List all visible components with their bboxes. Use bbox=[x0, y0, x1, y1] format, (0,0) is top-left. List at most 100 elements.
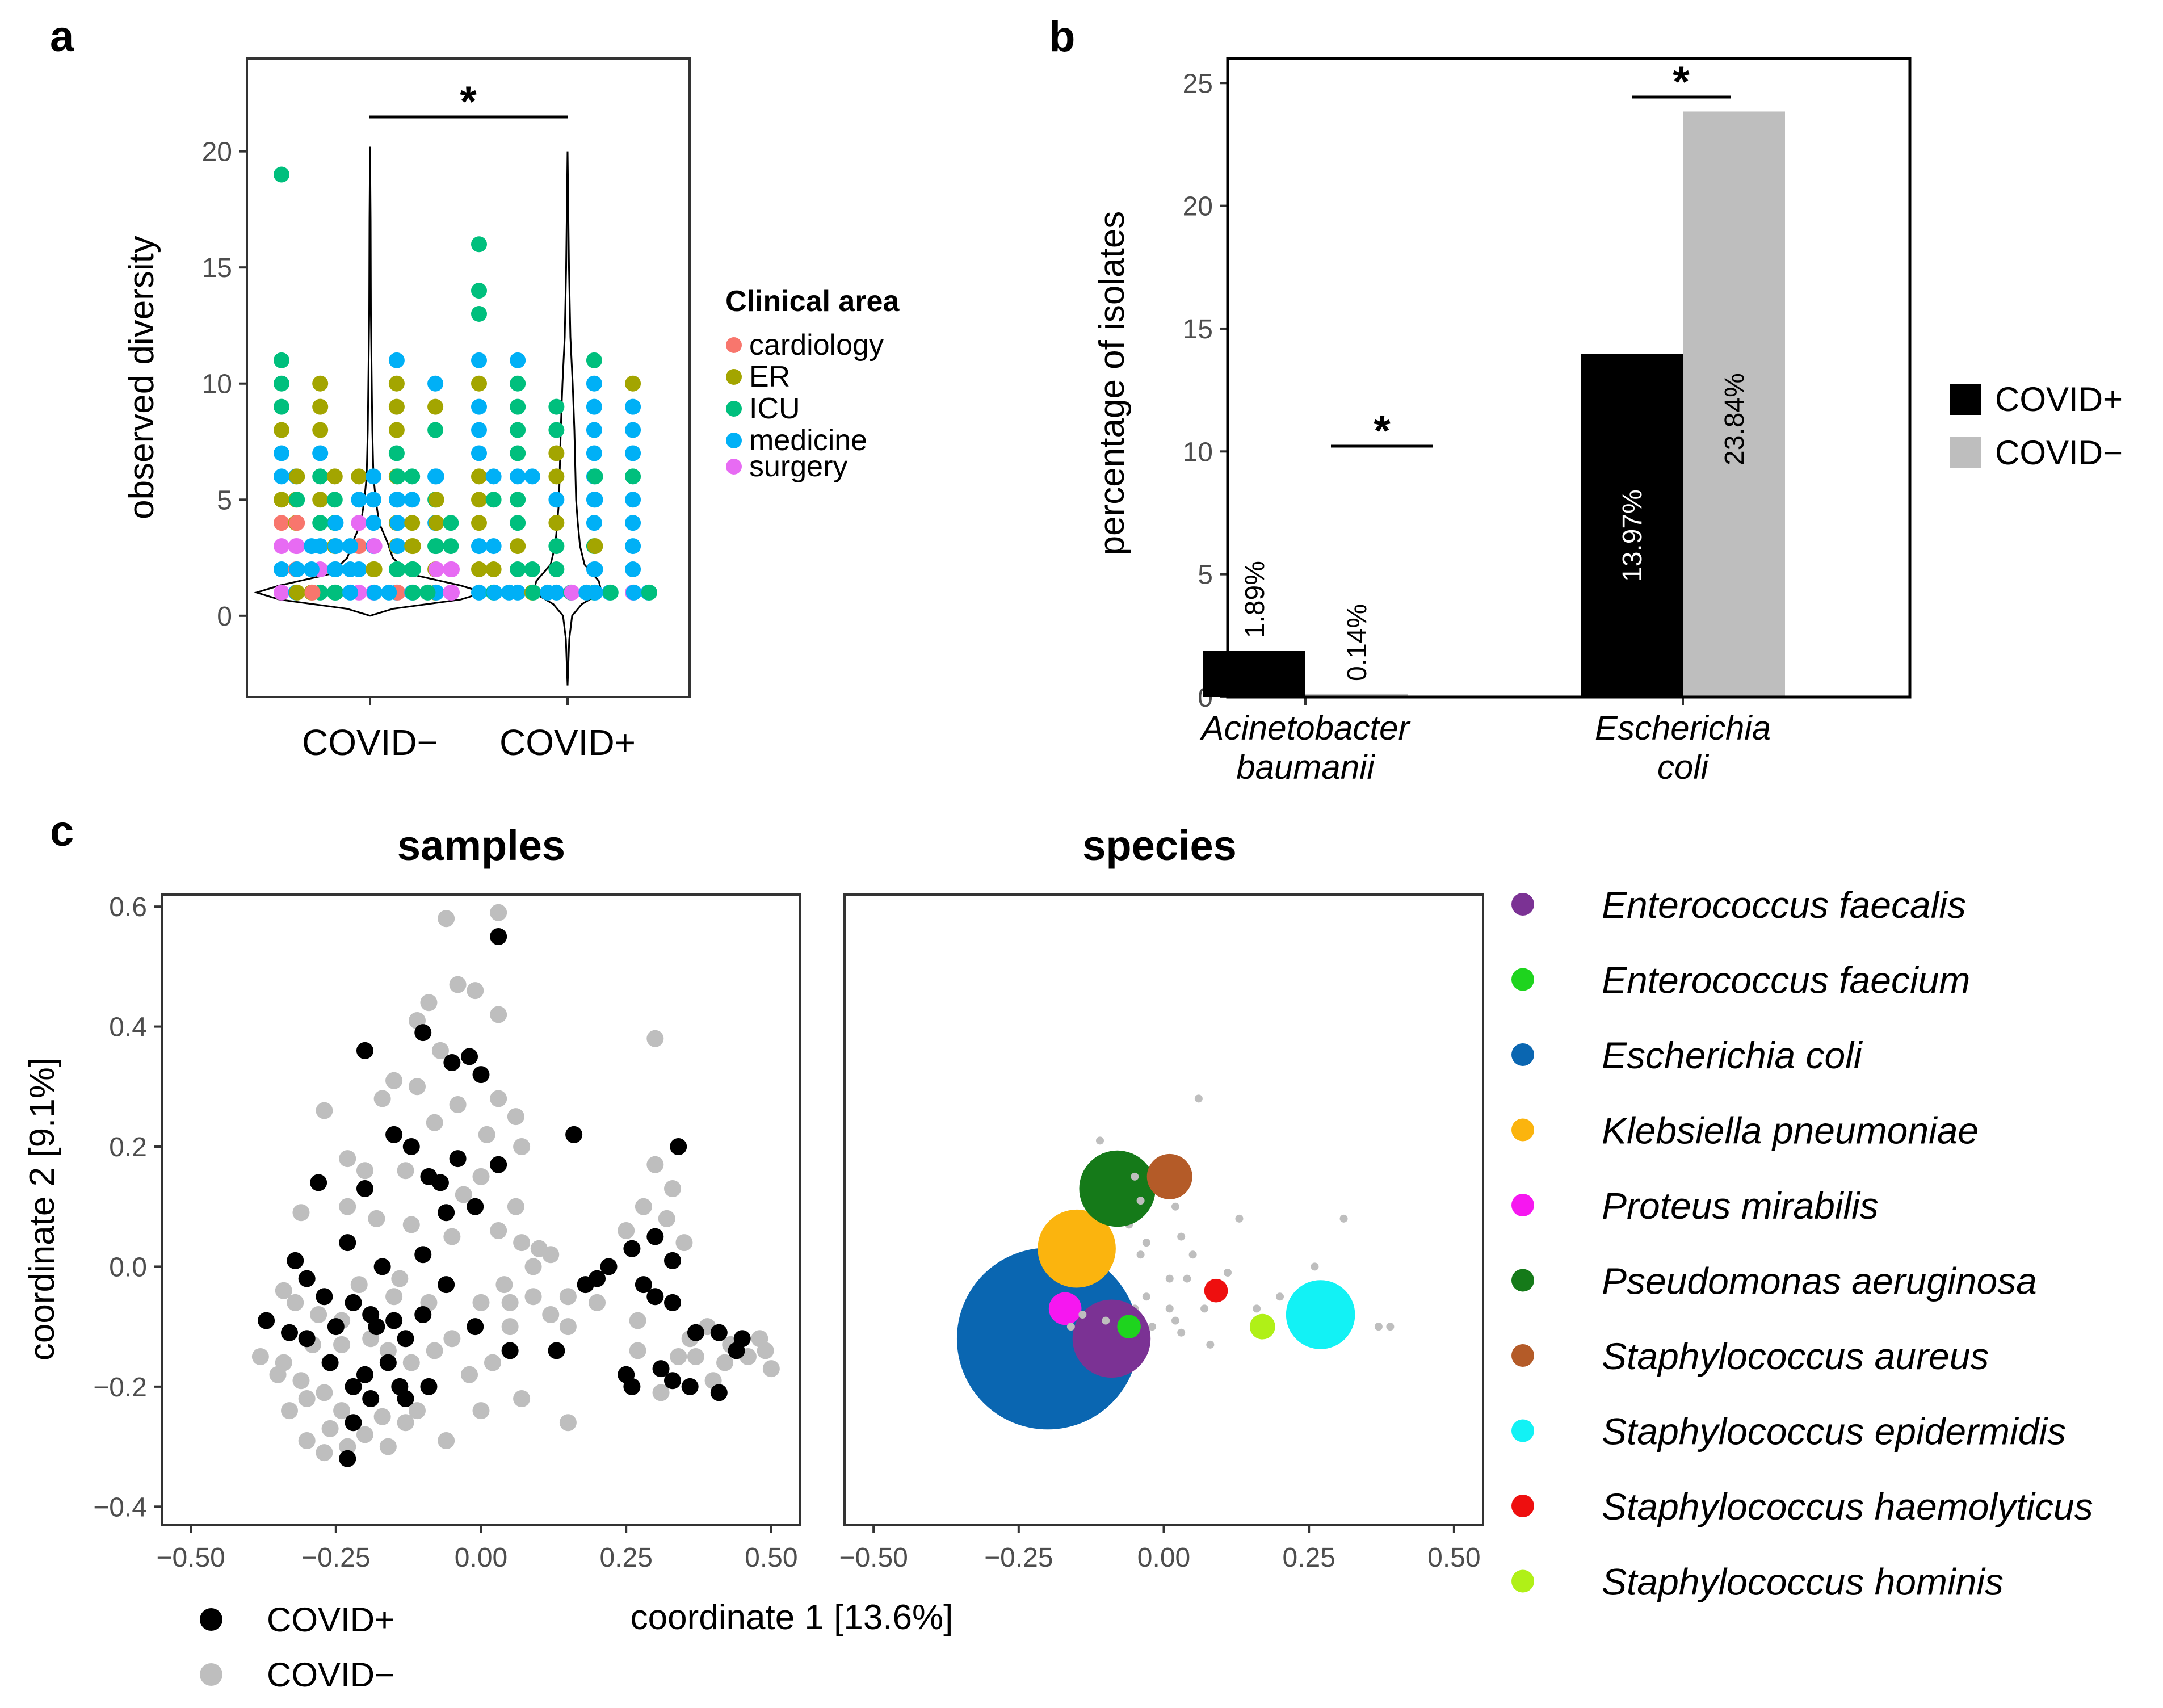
samples-point-covid-pos bbox=[402, 1138, 420, 1155]
species-minor-point bbox=[1374, 1323, 1383, 1331]
panel-a-point-medicine bbox=[485, 468, 502, 485]
panel-b-category-1-line1: Acinetobacter bbox=[1200, 709, 1411, 747]
samples-point-covid-neg bbox=[716, 1354, 734, 1371]
panel-a-point-icu bbox=[471, 306, 487, 322]
panel-a-point-icu bbox=[404, 468, 421, 485]
legend-swatch-samples-covid-pos bbox=[200, 1608, 222, 1631]
panel-c-species-title: species bbox=[1082, 822, 1237, 869]
samples-point-covid-neg bbox=[687, 1348, 704, 1365]
samples-point-covid-neg bbox=[559, 1414, 577, 1432]
panel-a-point-medicine bbox=[381, 584, 397, 601]
panel-a-point-medicine bbox=[312, 445, 329, 461]
samples-point-covid-pos bbox=[577, 1276, 594, 1294]
samples-y-tick-label: 0.0 bbox=[109, 1252, 147, 1282]
samples-point-covid-pos bbox=[339, 1450, 356, 1467]
species-minor-point bbox=[1235, 1214, 1244, 1223]
panel-b-bar-value-label: 1.89% bbox=[1240, 561, 1270, 638]
samples-y-tick-label: 0.6 bbox=[109, 892, 147, 922]
panel-a-point-icu bbox=[548, 398, 565, 415]
species-minor-point bbox=[1102, 1316, 1110, 1325]
samples-point-covid-pos bbox=[490, 1156, 507, 1173]
species-minor-point bbox=[1253, 1304, 1261, 1313]
panel-a-point-er bbox=[388, 398, 405, 415]
species-minor-point bbox=[1142, 1292, 1150, 1301]
species-legend-swatch bbox=[1511, 1495, 1534, 1517]
samples-point-covid-pos bbox=[652, 1360, 670, 1378]
samples-point-covid-neg bbox=[513, 1390, 531, 1407]
panel-a-point-er bbox=[326, 468, 343, 485]
panel-b-y-tick-label: 5 bbox=[1198, 560, 1213, 590]
species-minor-point bbox=[1165, 1274, 1174, 1283]
samples-point-covid-neg bbox=[385, 1072, 403, 1089]
panel-a-point-icu bbox=[510, 492, 526, 508]
panel-a-point-medicine bbox=[289, 561, 305, 577]
species-bubble-escherichia-coli bbox=[956, 1248, 1139, 1430]
panel-a-point-icu bbox=[405, 584, 421, 601]
panel-a-y-tick-label: 5 bbox=[217, 485, 232, 515]
panel-a-point-medicine bbox=[540, 584, 556, 601]
panel-a-point-icu bbox=[274, 375, 289, 392]
panel-a-point-icu bbox=[548, 538, 565, 555]
panel-a-point-icu bbox=[327, 584, 344, 601]
panel-c-species-bubble: −0.50 −0.25 0.00 0.25 0.50 Enterococcus faec… bbox=[839, 884, 2093, 1603]
samples-point-covid-neg bbox=[397, 1162, 414, 1180]
panel-a-point-er bbox=[471, 561, 487, 577]
samples-point-covid-pos bbox=[467, 1318, 484, 1336]
panel-a-point-er bbox=[625, 375, 641, 392]
panel-a-point-icu bbox=[485, 492, 502, 508]
samples-point-covid-neg bbox=[426, 1342, 443, 1359]
samples-point-covid-pos bbox=[420, 1378, 438, 1395]
samples-point-covid-pos bbox=[414, 1024, 432, 1042]
panel-b-bar-value-label: 23.84% bbox=[1720, 373, 1750, 465]
legend-label-covid-pos: COVID+ bbox=[1995, 380, 2123, 418]
panel-a-point-medicine bbox=[586, 422, 602, 438]
panel-a-point-medicine bbox=[389, 538, 406, 555]
legend-label-surgery: surgery bbox=[749, 450, 847, 483]
samples-point-covid-neg bbox=[513, 1138, 531, 1155]
samples-point-covid-neg bbox=[449, 1096, 467, 1113]
panel-a-point-surgery bbox=[444, 584, 460, 601]
samples-point-covid-pos bbox=[687, 1324, 704, 1341]
samples-point-covid-neg bbox=[373, 1090, 391, 1107]
legend-swatch-cardiology bbox=[726, 337, 742, 353]
panel-a-point-er bbox=[404, 515, 421, 531]
panel-a-point-surgery bbox=[274, 584, 289, 601]
species-legend-label: Pseudomonas aeruginosa bbox=[1602, 1260, 2037, 1302]
samples-x-tick-label: −0.50 bbox=[156, 1543, 225, 1573]
samples-point-covid-neg bbox=[356, 1426, 373, 1443]
samples-point-covid-pos bbox=[345, 1378, 362, 1395]
samples-point-covid-neg bbox=[316, 1102, 333, 1119]
panel-b-letter: b bbox=[1049, 12, 1075, 61]
samples-frame bbox=[161, 893, 801, 1526]
samples-point-covid-pos bbox=[345, 1294, 362, 1311]
samples-point-covid-neg bbox=[402, 1216, 420, 1233]
panel-a-point-cardiology bbox=[289, 515, 305, 531]
panel-a-point-icu bbox=[427, 422, 444, 438]
panel-a-point-er bbox=[428, 515, 444, 531]
samples-point-covid-pos bbox=[443, 1054, 461, 1071]
panel-a-point-medicine bbox=[428, 468, 444, 485]
panel-a-point-medicine bbox=[274, 561, 289, 577]
panel-b-significance-star: * bbox=[1374, 407, 1391, 455]
panel-a-point-medicine bbox=[274, 468, 289, 485]
panel-a-point-er bbox=[471, 375, 487, 392]
species-x-tick-label: 0.00 bbox=[1137, 1543, 1190, 1573]
samples-point-covid-pos bbox=[345, 1414, 362, 1432]
panel-a-point-surgery bbox=[366, 538, 383, 555]
samples-point-covid-neg bbox=[269, 1366, 287, 1383]
panel-a-point-surgery bbox=[274, 538, 289, 555]
panel-a-point-medicine bbox=[625, 398, 641, 415]
panel-b-bar-value-label: 0.14% bbox=[1342, 604, 1372, 681]
species-bubble-staphylococcus-haemolyticus bbox=[1204, 1278, 1228, 1303]
panel-a-point-surgery bbox=[444, 561, 460, 577]
panel-a-violins bbox=[253, 146, 603, 686]
samples-point-covid-neg bbox=[629, 1342, 646, 1359]
samples-point-covid-neg bbox=[513, 1234, 531, 1252]
panel-b-significance-star: * bbox=[1673, 58, 1690, 106]
samples-point-covid-neg bbox=[292, 1204, 310, 1222]
samples-point-covid-pos bbox=[467, 1198, 484, 1215]
samples-point-covid-pos bbox=[664, 1294, 681, 1311]
panel-c-samples-title: samples bbox=[397, 822, 565, 869]
samples-point-covid-neg bbox=[298, 1432, 316, 1449]
